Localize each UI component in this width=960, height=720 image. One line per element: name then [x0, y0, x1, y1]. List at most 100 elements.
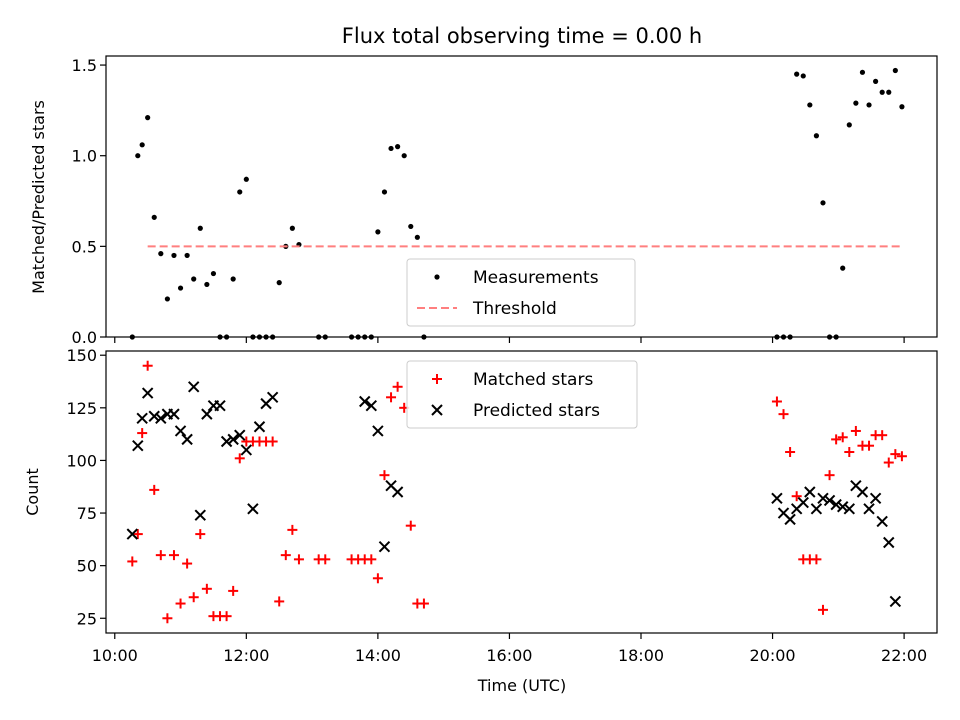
matched-star-point — [896, 451, 907, 462]
measurement-point — [135, 153, 141, 159]
ratio-y-axis-label: Matched/Predicted stars — [29, 100, 48, 294]
predicted-star-point — [365, 400, 378, 412]
matched-star-point — [883, 457, 894, 468]
matched-star-point — [182, 558, 193, 569]
predicted-star-point — [883, 536, 895, 549]
measurement-point — [820, 200, 826, 206]
matched-star-point — [366, 554, 377, 565]
matched-star-point — [386, 392, 397, 403]
predicted-star-point — [372, 425, 384, 437]
x-tick-label: 12:00 — [223, 646, 269, 665]
measurement-point — [873, 78, 879, 84]
measurement-point — [204, 281, 210, 288]
matched-star-point — [175, 598, 186, 609]
matched-star-point — [771, 396, 782, 407]
matched-star-point — [785, 447, 796, 458]
measurement-point — [381, 189, 388, 195]
measurement-point — [362, 334, 368, 340]
matched-star-point — [890, 449, 901, 460]
legend-measurement-swatch — [434, 274, 440, 280]
measurement-point — [840, 265, 846, 271]
matched-star-point — [149, 484, 160, 495]
legend-label: Measurements — [473, 268, 599, 288]
measurement-point — [158, 251, 164, 257]
predicted-star-point — [378, 541, 391, 553]
predicted-star-point — [889, 595, 902, 608]
measurement-point — [408, 223, 414, 230]
measurement-point — [217, 334, 223, 340]
measurement-point — [197, 225, 203, 231]
predicted-star-point — [234, 429, 246, 441]
matched-star-point — [293, 554, 304, 565]
predicted-star-point — [247, 503, 259, 515]
measurement-point — [210, 270, 217, 277]
matched-star-point — [162, 613, 173, 624]
measurement-point — [322, 334, 328, 340]
predicted-star-point — [817, 492, 829, 505]
predicted-star-point — [359, 395, 371, 408]
measurement-point — [787, 334, 793, 340]
measurement-point — [151, 214, 157, 220]
predicted-star-point — [201, 408, 213, 420]
matched-star-point — [405, 520, 416, 531]
measurement-point — [263, 334, 269, 340]
legend-predicted-swatch — [431, 404, 443, 416]
count-y-axis-label: Count — [23, 468, 42, 516]
y-tick-label: 75 — [77, 504, 97, 523]
predicted-star-point — [126, 528, 139, 540]
predicted-star-point — [253, 421, 266, 433]
matched-star-point — [168, 550, 179, 561]
measurement-point — [139, 142, 145, 148]
measurement-point — [401, 153, 407, 159]
predicted-star-point — [266, 391, 279, 404]
measurement-point — [794, 71, 800, 77]
measurement-point — [368, 334, 374, 340]
matched-star-point — [864, 440, 875, 451]
predicted-star-point — [784, 513, 796, 526]
matched-star-point — [791, 491, 802, 502]
count-marks — [126, 360, 907, 624]
matched-star-point — [274, 596, 285, 607]
legend-label: Predicted stars — [473, 401, 600, 421]
predicted-star-point — [194, 509, 206, 521]
measurement-point — [270, 334, 276, 340]
ratio-legend: Measurements Threshold — [406, 258, 636, 327]
measurement-point — [866, 102, 872, 108]
predicted-star-point — [876, 515, 888, 528]
measurement-point — [395, 144, 401, 150]
measurement-point — [223, 334, 230, 340]
measurement-point — [853, 100, 859, 106]
matched-star-point — [837, 432, 848, 443]
predicted-star-point — [181, 433, 193, 446]
measurement-point — [813, 133, 820, 139]
matched-star-point — [234, 453, 245, 464]
predicted-star-point — [863, 503, 875, 515]
measurement-point — [230, 276, 236, 282]
matched-star-point — [142, 360, 153, 371]
predicted-star-point — [174, 425, 187, 437]
y-tick-label: 125 — [66, 399, 97, 418]
measurement-point — [859, 69, 866, 75]
predicted-star-point — [837, 501, 849, 513]
matched-star-point — [418, 598, 429, 609]
matched-star-point — [778, 409, 789, 420]
predicted-star-point — [771, 492, 783, 505]
ratio-y-ticks: 0.0 0.5 1.0 1.5 — [72, 56, 106, 347]
predicted-star-point — [830, 498, 842, 511]
predicted-star-point — [797, 496, 809, 509]
matched-star-point — [221, 611, 232, 622]
y-tick-label: 50 — [77, 557, 97, 576]
y-tick-label: 150 — [66, 346, 97, 365]
measurement-point — [184, 252, 190, 259]
predicted-star-point — [227, 433, 239, 446]
legend-label: Matched stars — [473, 370, 593, 390]
matched-star-point — [127, 556, 138, 567]
measurement-point — [316, 334, 322, 340]
predicted-star-point — [843, 503, 856, 515]
matched-star-point — [155, 550, 166, 561]
measurement-point — [826, 334, 833, 340]
count-panel: 25 50 75 100 125 150 10:00 12:00 14:00 16:00 18:0… — [23, 346, 938, 665]
measurement-point — [892, 67, 898, 74]
x-axis-label: Time (UTC) — [477, 676, 566, 695]
matched-star-point — [817, 604, 828, 615]
